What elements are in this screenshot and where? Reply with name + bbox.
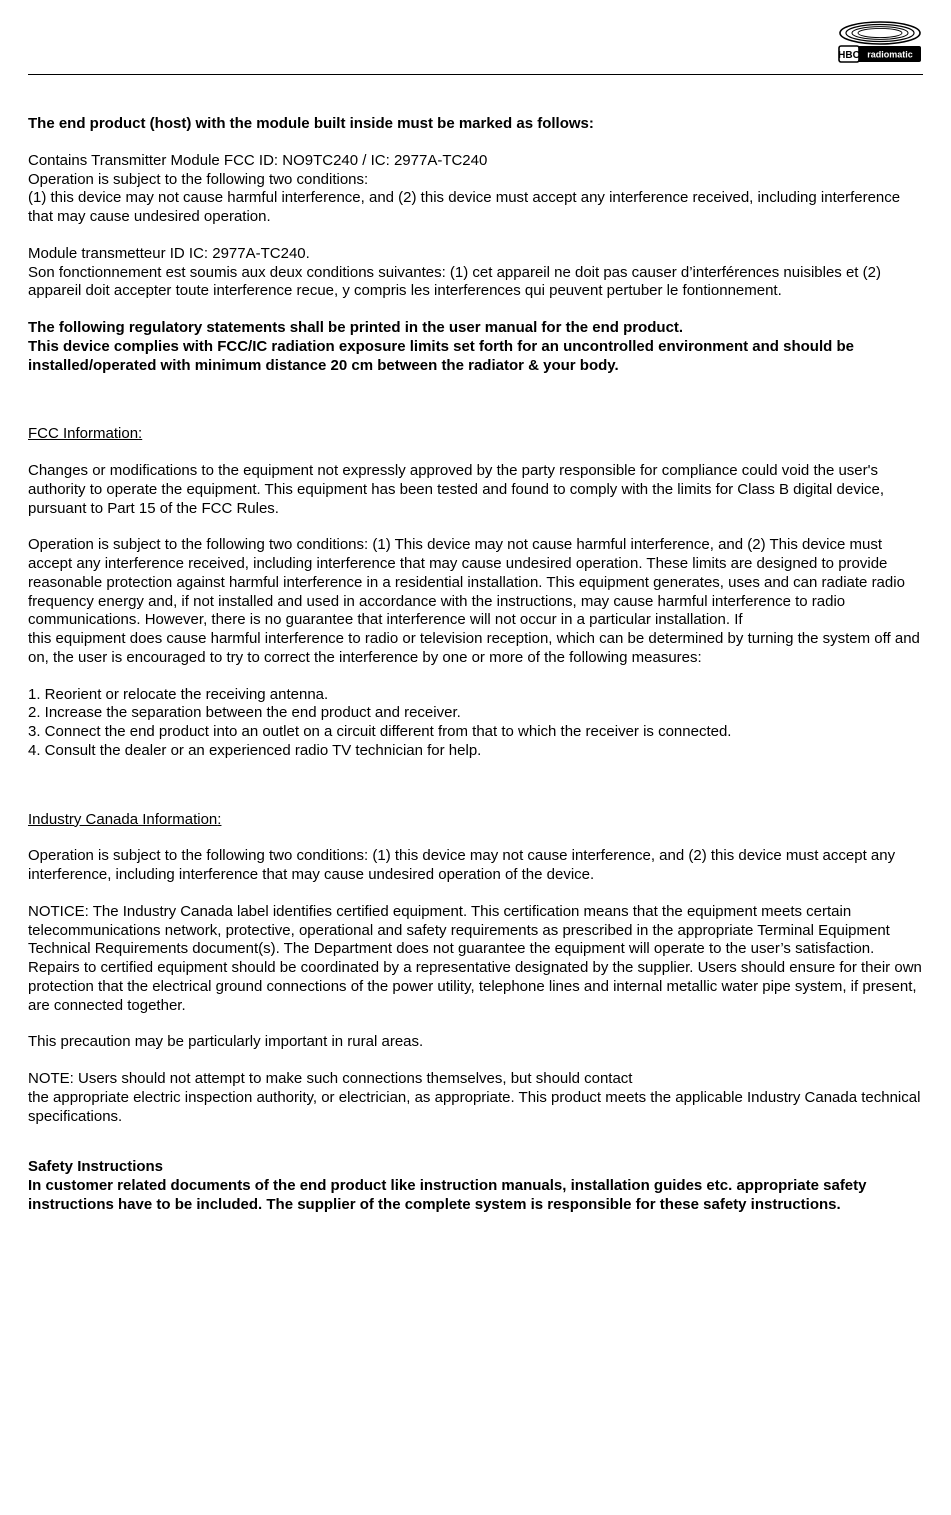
text-line: Operation is subject to the following tw… <box>28 536 923 630</box>
ic-paragraph-3: This precaution may be particularly impo… <box>28 1033 923 1052</box>
heading-safety-instructions: Safety Instructions <box>28 1158 923 1177</box>
text-line: This device complies with FCC/IC radiati… <box>28 338 923 376</box>
ic-paragraph-4: NOTE: Users should not attempt to make s… <box>28 1070 923 1126</box>
block-regulatory-statement: The following regulatory statements shal… <box>28 319 923 375</box>
list-item: 1. Reorient or relocate the receiving an… <box>28 686 923 705</box>
text-line: this equipment does cause harmful interf… <box>28 630 923 668</box>
block-contains-transmitter-en: Contains Transmitter Module FCC ID: NO9T… <box>28 152 923 227</box>
fcc-paragraph-1: Changes or modifications to the equipmen… <box>28 462 923 518</box>
text-line: NOTE: Users should not attempt to make s… <box>28 1070 923 1089</box>
text-line: the appropriate electric inspection auth… <box>28 1089 923 1127</box>
heading-marking-requirement: The end product (host) with the module b… <box>28 115 923 134</box>
text-line: (1) this device may not cause harmful in… <box>28 189 923 227</box>
page-header: HBC radiomatic <box>28 20 923 68</box>
svg-text:HBC: HBC <box>838 50 860 61</box>
ic-paragraph-2: NOTICE: The Industry Canada label identi… <box>28 903 923 1016</box>
svg-text:radiomatic: radiomatic <box>867 50 913 60</box>
hbc-radiomatic-logo: HBC radiomatic <box>837 20 923 66</box>
block-safety-instructions: Safety Instructions In customer related … <box>28 1158 923 1214</box>
list-item: 2. Increase the separation between the e… <box>28 704 923 723</box>
safety-body: In customer related documents of the end… <box>28 1177 923 1215</box>
text-line: Module transmetteur ID IC: 2977A-TC240. <box>28 245 923 264</box>
list-item: 3. Connect the end product into an outle… <box>28 723 923 742</box>
heading-industry-canada-information: Industry Canada Information: <box>28 811 923 830</box>
text-line: The following regulatory statements shal… <box>28 319 923 338</box>
colon: : <box>217 811 221 828</box>
heading-text: FCC Information <box>28 425 138 442</box>
text-line: Operation is subject to the following tw… <box>28 171 923 190</box>
heading-text: Industry Canada Information <box>28 811 217 828</box>
block-module-transmetteur-fr: Module transmetteur ID IC: 2977A-TC240. … <box>28 245 923 301</box>
fcc-measures-list: 1. Reorient or relocate the receiving an… <box>28 686 923 761</box>
header-rule <box>28 74 923 75</box>
ic-paragraph-1: Operation is subject to the following tw… <box>28 847 923 885</box>
list-item: 4. Consult the dealer or an experienced … <box>28 742 923 761</box>
heading-fcc-information: FCC Information: <box>28 425 923 444</box>
text-line: Son fonctionnement est soumis aux deux c… <box>28 264 923 302</box>
fcc-paragraph-2: Operation is subject to the following tw… <box>28 536 923 667</box>
text-line: Contains Transmitter Module FCC ID: NO9T… <box>28 152 923 171</box>
colon: : <box>138 425 142 442</box>
